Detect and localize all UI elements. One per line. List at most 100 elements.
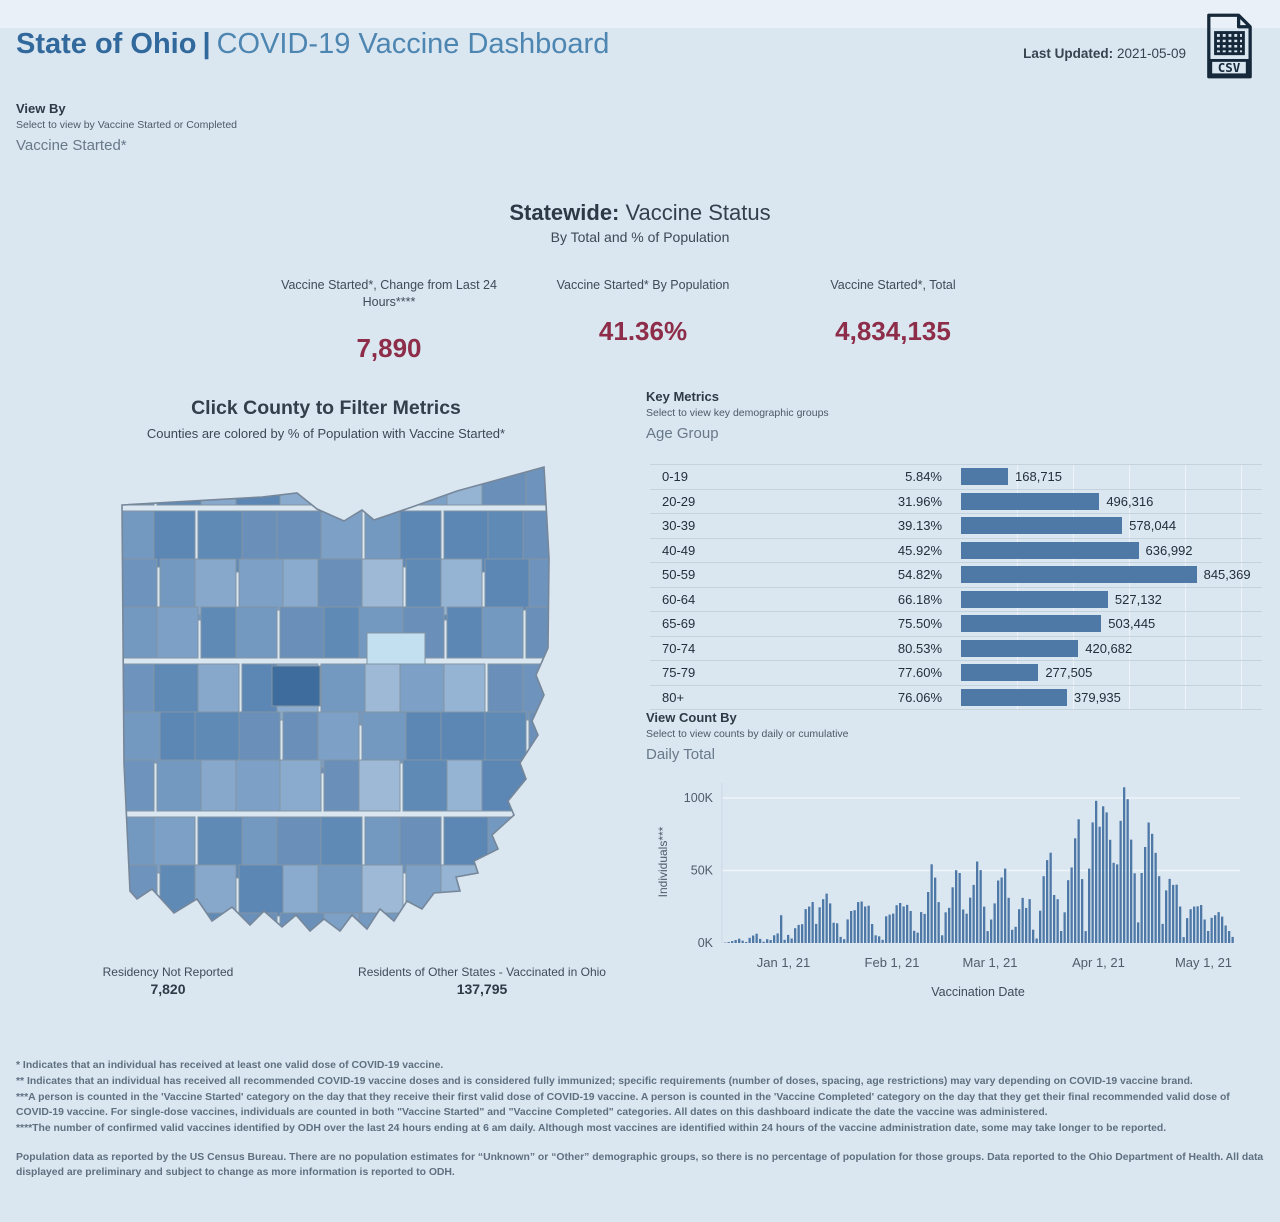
daily-count-bar[interactable] <box>1210 917 1213 943</box>
daily-count-bar[interactable] <box>839 936 842 943</box>
daily-count-bar[interactable] <box>780 915 783 943</box>
daily-count-bar[interactable] <box>1147 822 1150 944</box>
daily-count-bar[interactable] <box>790 938 793 944</box>
daily-count-bar[interactable] <box>1112 862 1115 943</box>
county-cell[interactable] <box>361 711 411 764</box>
county-cell[interactable] <box>402 463 452 506</box>
daily-count-bar[interactable] <box>885 916 888 943</box>
daily-count-bar[interactable] <box>1133 873 1136 943</box>
daily-count-bar[interactable] <box>1046 860 1049 943</box>
daily-count-bar[interactable] <box>1109 839 1112 943</box>
daily-count-bar[interactable] <box>1088 868 1091 943</box>
county-cell-lowest-rate[interactable] <box>366 632 426 665</box>
daily-count-bar[interactable] <box>1137 922 1140 943</box>
daily-count-bar[interactable] <box>941 935 944 943</box>
daily-count-bar[interactable] <box>797 924 800 943</box>
daily-count-bar[interactable] <box>755 933 758 943</box>
daily-count-bar[interactable] <box>944 912 947 943</box>
age-table-row[interactable]: 75-79 77.60% 277,505 <box>650 661 1262 686</box>
county-cell[interactable] <box>446 759 489 812</box>
county-cell[interactable] <box>525 463 557 506</box>
age-table-row[interactable]: 65-69 75.50% 503,445 <box>650 612 1262 637</box>
county-cell[interactable] <box>481 912 524 955</box>
daily-count-bar[interactable] <box>1182 937 1185 943</box>
daily-count-bar[interactable] <box>1168 878 1171 943</box>
daily-count-bar[interactable] <box>1007 897 1010 943</box>
age-group-bar[interactable] <box>961 688 1067 706</box>
county-cell[interactable] <box>484 864 534 917</box>
daily-count-bar[interactable] <box>1081 879 1084 943</box>
county-cell[interactable] <box>153 510 196 568</box>
daily-count-bar[interactable] <box>759 938 762 943</box>
daily-count-bar[interactable] <box>832 922 835 943</box>
daily-count-bar[interactable] <box>1091 822 1094 943</box>
county-cell[interactable] <box>317 864 367 922</box>
county-cell[interactable] <box>402 912 445 955</box>
daily-count-bar[interactable] <box>881 939 884 943</box>
daily-count-bar[interactable] <box>916 932 919 943</box>
county-cell[interactable] <box>200 759 243 812</box>
age-group-bar[interactable] <box>961 468 1008 485</box>
daily-count-bar[interactable] <box>895 905 898 943</box>
daily-count-bar[interactable] <box>1207 931 1210 943</box>
daily-count-bar[interactable] <box>965 913 968 943</box>
county-cell[interactable] <box>156 606 199 659</box>
daily-count-bar[interactable] <box>1063 912 1066 943</box>
daily-count-bar[interactable] <box>783 939 786 943</box>
daily-count-bar[interactable] <box>836 923 839 943</box>
age-group-bar[interactable] <box>961 639 1079 657</box>
daily-count-bar[interactable] <box>1098 826 1101 943</box>
daily-count-bar[interactable] <box>1039 910 1042 943</box>
daily-count-bar[interactable] <box>993 903 996 943</box>
daily-count-bar[interactable] <box>986 931 989 943</box>
daily-count-bar[interactable] <box>1221 916 1224 943</box>
daily-count-bar[interactable] <box>979 870 982 943</box>
view-count-dropdown[interactable]: Daily Total <box>646 746 715 763</box>
county-cell[interactable] <box>358 759 401 812</box>
daily-count-bar[interactable] <box>1130 839 1133 943</box>
age-group-bar[interactable] <box>961 590 1108 608</box>
daily-count-bar[interactable] <box>860 901 863 944</box>
daily-count-bar[interactable] <box>888 914 891 943</box>
county-cell[interactable] <box>402 759 452 812</box>
daily-count-bar[interactable] <box>1179 906 1182 944</box>
daily-count-bar[interactable] <box>1077 819 1080 943</box>
daily-count-bar[interactable] <box>1158 876 1161 943</box>
county-cell[interactable] <box>238 558 288 611</box>
daily-count-bar[interactable] <box>906 904 909 943</box>
daily-count-bar[interactable] <box>741 940 744 943</box>
daily-count-bar[interactable] <box>1070 867 1073 944</box>
daily-count-bar[interactable] <box>909 911 912 943</box>
daily-count-bar[interactable] <box>1144 847 1147 943</box>
daily-count-bar[interactable] <box>937 902 940 943</box>
daily-count-bar[interactable] <box>1154 852 1157 943</box>
county-cell[interactable] <box>153 663 203 721</box>
daily-count-bar[interactable] <box>997 880 1000 944</box>
daily-count-bar[interactable] <box>962 909 965 944</box>
age-table-row[interactable]: 70-74 80.53% 420,682 <box>650 636 1262 661</box>
age-group-bar[interactable] <box>961 615 1102 632</box>
daily-count-bar[interactable] <box>857 902 860 943</box>
csv-download-icon[interactable]: CSV <box>1204 12 1254 85</box>
county-cell[interactable] <box>238 864 288 917</box>
daily-count-bar[interactable] <box>1123 787 1126 943</box>
daily-count-bar[interactable] <box>983 906 986 943</box>
daily-count-bar[interactable] <box>976 861 979 944</box>
daily-count-bar[interactable] <box>1175 884 1178 943</box>
daily-count-bar[interactable] <box>1067 880 1070 943</box>
county-cell[interactable] <box>276 510 326 568</box>
county-cell[interactable] <box>276 816 326 874</box>
daily-count-bar[interactable] <box>731 941 734 943</box>
county-cell[interactable] <box>200 912 250 955</box>
county-cell[interactable] <box>156 759 206 812</box>
daily-count-bar[interactable] <box>951 887 954 943</box>
daily-count-bar[interactable] <box>1021 897 1024 943</box>
age-group-bar[interactable] <box>961 664 1039 681</box>
daily-count-bar[interactable] <box>1203 919 1206 944</box>
age-group-bar[interactable] <box>961 541 1139 559</box>
daily-count-bar[interactable] <box>878 936 881 943</box>
county-cell[interactable] <box>522 663 557 721</box>
county-cell[interactable] <box>484 711 527 764</box>
daily-count-bar[interactable] <box>930 864 933 943</box>
daily-count-bar[interactable] <box>1214 915 1217 943</box>
